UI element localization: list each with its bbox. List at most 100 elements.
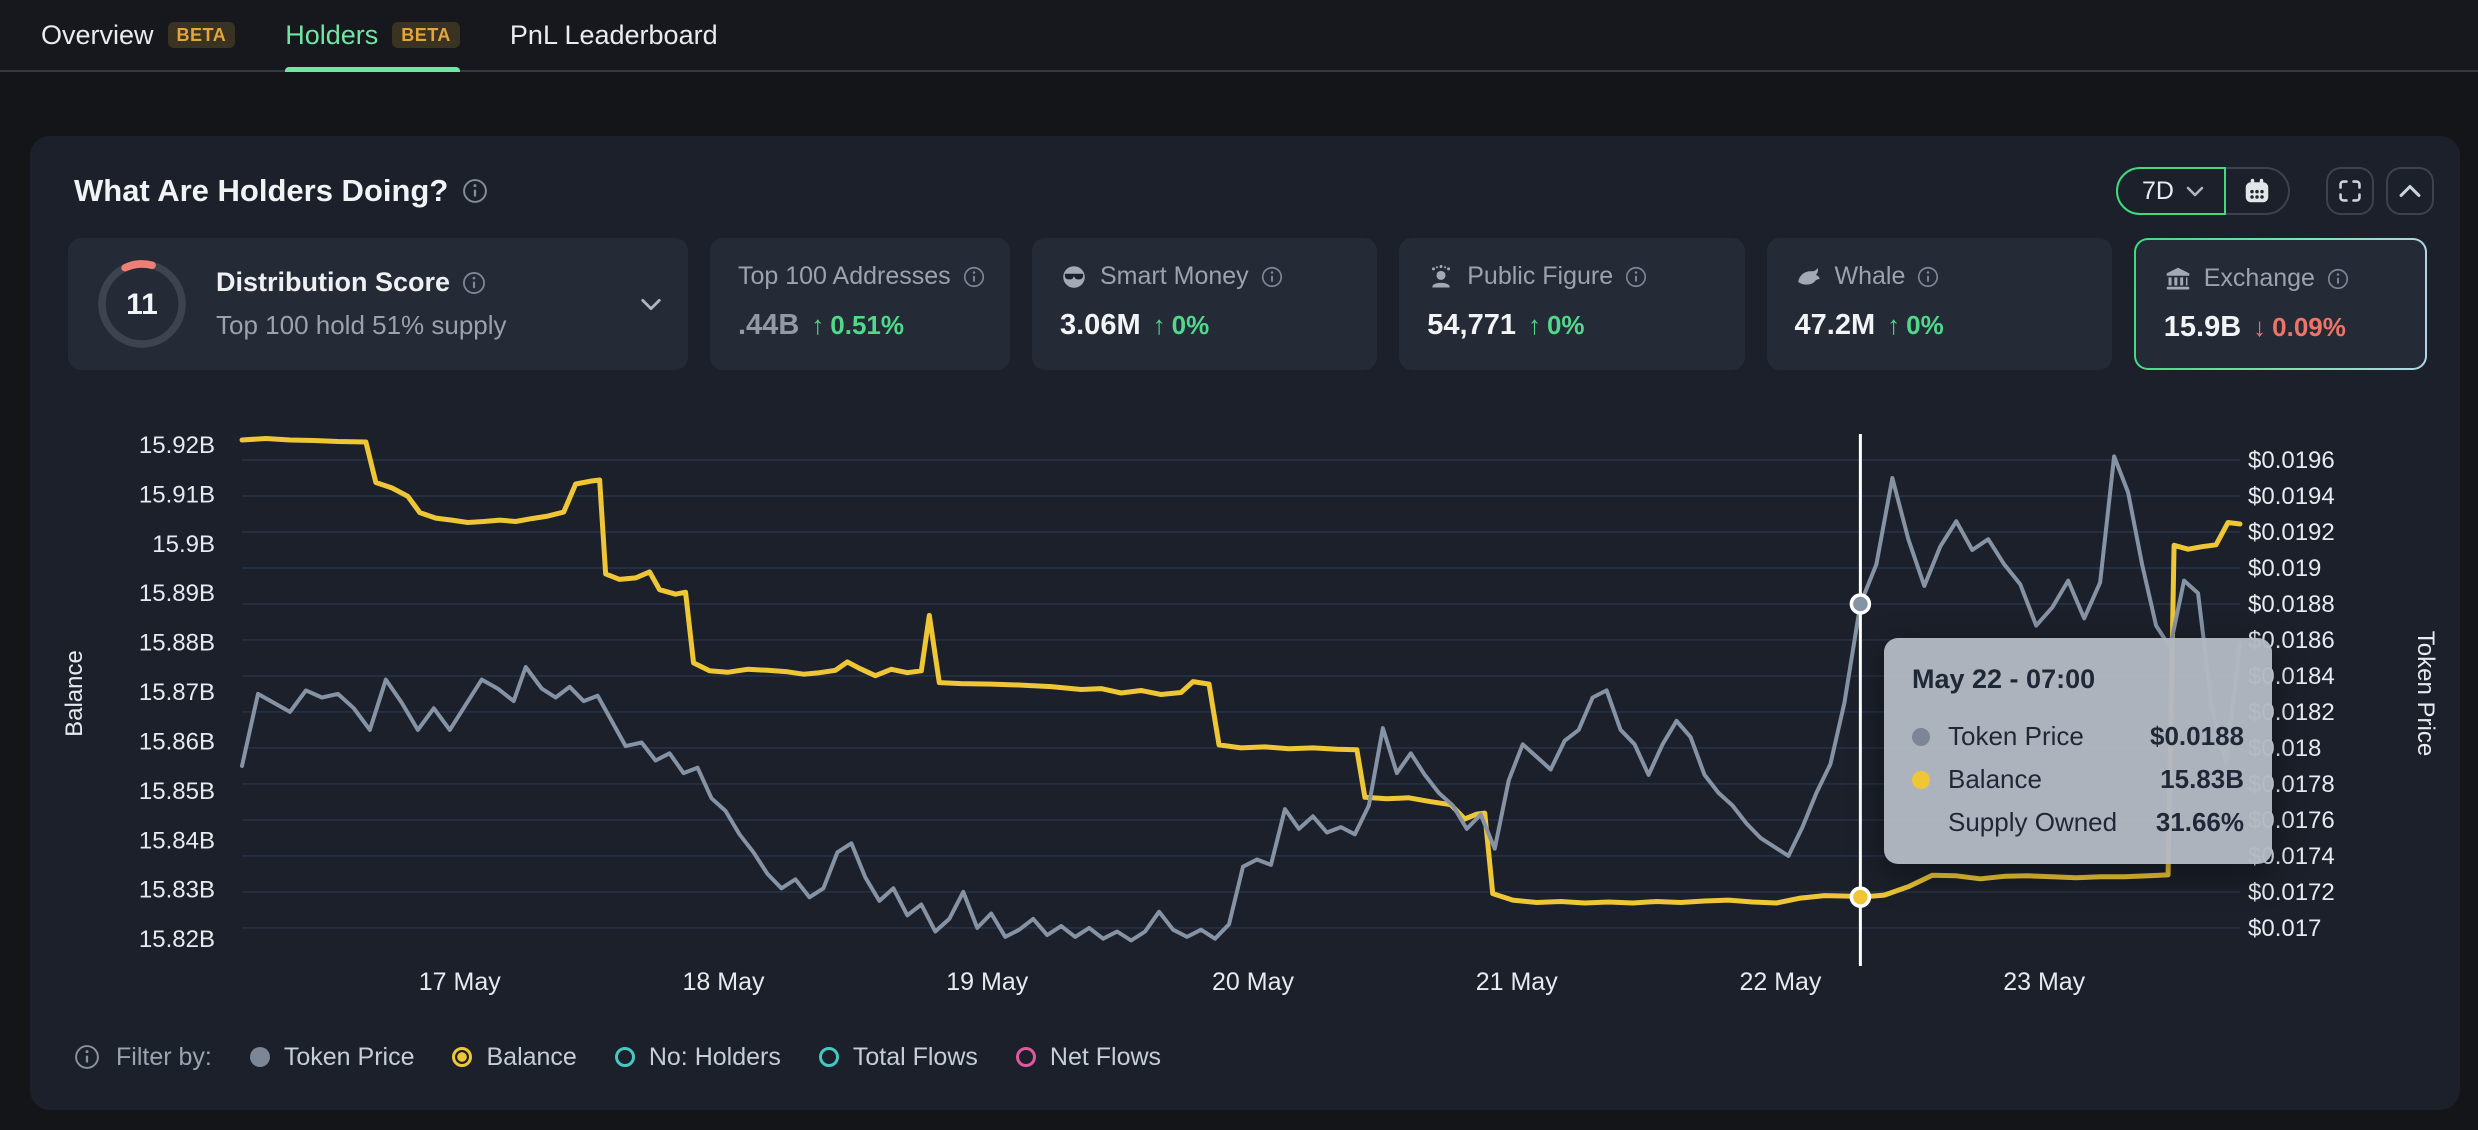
info-icon[interactable] — [963, 266, 985, 288]
svg-text:$0.0188: $0.0188 — [2248, 591, 2335, 618]
svg-text:Balance: Balance — [61, 650, 88, 737]
info-icon[interactable] — [1625, 266, 1647, 288]
fullscreen-button[interactable] — [2326, 167, 2374, 215]
public-figure-label: Public Figure — [1467, 262, 1614, 290]
collapse-button[interactable] — [2386, 167, 2434, 215]
smart-money-value: 3.06M — [1060, 309, 1141, 341]
filter-net-flows[interactable]: Net Flows — [1015, 1043, 1161, 1072]
tab-pnl-leaderboard[interactable]: PnL Leaderboard — [510, 0, 718, 70]
top100-change: ↑ 0.51% — [811, 310, 904, 340]
smart-money-label: Smart Money — [1100, 262, 1249, 290]
exchange-label: Exchange — [2203, 264, 2315, 292]
svg-text:18 May: 18 May — [683, 968, 765, 996]
panel-header: What Are Holders Doing? 7D — [74, 166, 2434, 216]
panel-title: What Are Holders Doing? — [74, 173, 449, 208]
chevron-up-icon — [2398, 184, 2422, 198]
svg-text:15.82B: 15.82B — [139, 926, 215, 953]
tooltip-title: May 22 - 07:00 — [1912, 664, 2096, 694]
svg-text:15.84B: 15.84B — [139, 827, 215, 854]
filter-token-price[interactable]: Token Price — [249, 1043, 414, 1072]
whale-change: ↑ 0% — [1887, 310, 1944, 340]
smart-money-change: ↑ 0% — [1152, 310, 1210, 340]
fullscreen-icon — [2337, 178, 2363, 204]
svg-text:20 May: 20 May — [1212, 968, 1294, 996]
stat-card-top100-addresses[interactable]: Top 100 Addresses .44B ↑ 0.51% — [710, 238, 1010, 370]
distribution-score-gauge: 11 — [98, 260, 186, 348]
top-nav: Overview BETA Holders BETA PnL Leaderboa… — [0, 0, 2478, 72]
svg-text:15.88B: 15.88B — [139, 630, 215, 657]
tooltip-row-token-price: Token Price $0.0188 — [1912, 721, 2244, 752]
svg-text:19 May: 19 May — [946, 968, 1028, 996]
no-holders-radio — [614, 1047, 635, 1067]
svg-text:15.87B: 15.87B — [139, 679, 215, 706]
info-icon[interactable] — [1261, 266, 1283, 288]
info-icon[interactable] — [1917, 266, 1939, 288]
token-price-dot — [249, 1047, 270, 1067]
whale-label: Whale — [1834, 262, 1906, 290]
svg-text:Token Price: Token Price — [2412, 631, 2439, 756]
timeframe-value: 7D — [2142, 176, 2174, 205]
distribution-score-value: 11 — [126, 288, 158, 321]
calendar-button[interactable] — [2226, 167, 2290, 215]
beta-badge: BETA — [392, 22, 460, 48]
stat-card-public-figure[interactable]: Public Figure 47.2M 54,771 ↑0% — [1399, 238, 1745, 370]
active-tab-underline — [285, 67, 460, 72]
stats-row: 11 Distribution Score Top 100 hold 51% s… — [68, 238, 2427, 370]
svg-text:15.86B: 15.86B — [139, 728, 215, 755]
tab-holders[interactable]: Holders BETA — [285, 0, 460, 72]
filter-by-label: Filter by: — [116, 1042, 212, 1071]
filter-total-flows[interactable]: Total Flows — [818, 1043, 978, 1072]
whale-value: 47.2M — [1794, 309, 1876, 341]
stat-card-exchange[interactable]: Exchange 15.9B ↓ 0.09% — [2133, 238, 2427, 370]
top100-label: Top 100 Addresses — [738, 262, 951, 290]
distribution-score-subtitle: Top 100 hold 51% supply — [216, 310, 507, 340]
distribution-score-card[interactable]: 11 Distribution Score Top 100 hold 51% s… — [68, 238, 688, 370]
svg-text:15.89B: 15.89B — [139, 580, 215, 607]
info-icon[interactable] — [2327, 268, 2349, 290]
info-icon[interactable] — [74, 1044, 100, 1070]
svg-text:15.85B: 15.85B — [139, 778, 215, 805]
info-icon[interactable] — [462, 271, 486, 295]
chevron-down-icon[interactable] — [640, 298, 662, 311]
exchange-value: 15.9B — [2163, 311, 2242, 343]
timeframe-dropdown[interactable]: 7D — [2116, 167, 2226, 215]
chart-controls: 7D — [2116, 167, 2434, 215]
calendar-icon — [2242, 176, 2272, 206]
balance-radio-selected — [452, 1047, 473, 1067]
distribution-score-label: Distribution Score — [216, 267, 451, 297]
svg-text:$0.0192: $0.0192 — [2248, 519, 2335, 546]
svg-text:17 May: 17 May — [419, 968, 501, 996]
holders-panel: What Are Holders Doing? 7D — [30, 136, 2460, 1110]
svg-text:$0.0196: $0.0196 — [2248, 447, 2335, 474]
tooltip-row-supply-owned: Supply Owned 31.66% — [1948, 807, 2244, 837]
tooltip-row-balance: Balance 15.83B — [1912, 764, 2244, 795]
svg-text:15.9B: 15.9B — [152, 531, 215, 558]
token-price-dot — [1912, 727, 1930, 746]
tab-overview[interactable]: Overview BETA — [41, 0, 236, 70]
exchange-icon — [2164, 265, 2192, 293]
public-figure-value: 54,771 — [1427, 309, 1516, 341]
whale-icon — [1795, 263, 1823, 291]
svg-text:15.83B: 15.83B — [139, 877, 215, 904]
public-figure-change: ↑ 0% — [1527, 310, 1585, 340]
svg-text:21 May: 21 May — [1476, 968, 1558, 996]
stat-card-smart-money[interactable]: Smart Money 3.06M ↑ 0% — [1032, 238, 1378, 370]
tab-overview-label: Overview — [41, 19, 154, 50]
svg-text:$0.017: $0.017 — [2248, 915, 2321, 942]
info-icon[interactable] — [462, 178, 488, 204]
svg-text:23 May: 23 May — [2003, 968, 2085, 996]
net-flows-radio — [1015, 1047, 1036, 1067]
holders-chart[interactable]: 15.92B 15.91B 15.9B 15.89B 15.88B 15.87B 15.86… — [30, 426, 2460, 1020]
stat-card-whale[interactable]: Whale 47.2M ↑ 0% — [1766, 238, 2112, 370]
top100-value: .44B — [738, 309, 800, 341]
filter-balance[interactable]: Balance — [452, 1043, 577, 1072]
chart-tooltip: May 22 - 07:00 Token Price $0.0188 Balan… — [1884, 638, 2272, 864]
public-figure-icon — [1427, 263, 1455, 291]
tab-pnl-label: PnL Leaderboard — [509, 19, 718, 50]
svg-text:22 May: 22 May — [1739, 968, 1821, 996]
chart-filter-bar: Filter by: Token Price Balance No: Holde… — [74, 1034, 1161, 1080]
smart-money-icon — [1060, 263, 1088, 291]
svg-text:$0.0194: $0.0194 — [2248, 483, 2335, 510]
filter-no-holders[interactable]: No: Holders — [614, 1043, 781, 1072]
